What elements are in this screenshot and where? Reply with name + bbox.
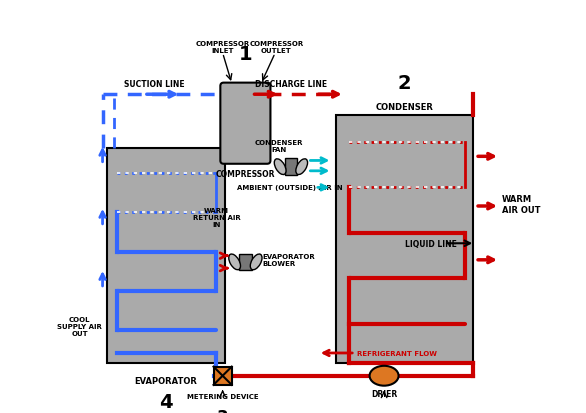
Text: COMPRESSOR: COMPRESSOR bbox=[216, 169, 275, 178]
Ellipse shape bbox=[296, 159, 308, 175]
Text: REFRIGERANT FLOW: REFRIGERANT FLOW bbox=[357, 350, 437, 356]
Bar bbox=[239, 254, 251, 271]
Text: COMPRESSOR
INLET: COMPRESSOR INLET bbox=[196, 41, 250, 54]
Text: METERING DEVICE: METERING DEVICE bbox=[187, 393, 258, 399]
Text: LIQUID LINE: LIQUID LINE bbox=[405, 239, 456, 248]
Ellipse shape bbox=[370, 366, 398, 386]
Bar bbox=[213, 367, 231, 385]
Text: COOL
SUPPLY AIR
OUT: COOL SUPPLY AIR OUT bbox=[57, 316, 102, 336]
Text: 3: 3 bbox=[217, 408, 229, 413]
Text: DISCHARGE LINE: DISCHARGE LINE bbox=[255, 80, 327, 89]
Text: 4: 4 bbox=[159, 392, 172, 411]
Text: SUCTION LINE: SUCTION LINE bbox=[124, 80, 185, 89]
Text: WARM
RETURN AIR
IN: WARM RETURN AIR IN bbox=[193, 207, 240, 227]
Bar bbox=[336, 116, 473, 363]
Text: WARM
AIR OUT: WARM AIR OUT bbox=[502, 195, 540, 214]
FancyBboxPatch shape bbox=[220, 83, 270, 164]
Ellipse shape bbox=[229, 254, 240, 270]
Text: AMBIENT (OUTSIDE) AIR IN: AMBIENT (OUTSIDE) AIR IN bbox=[237, 185, 343, 191]
Bar bbox=[285, 159, 297, 176]
Text: CONDENSER: CONDENSER bbox=[376, 102, 434, 112]
Ellipse shape bbox=[250, 254, 262, 270]
Text: EVAPORATOR: EVAPORATOR bbox=[134, 376, 197, 385]
Ellipse shape bbox=[274, 159, 286, 175]
Text: CONDENSER
FAN: CONDENSER FAN bbox=[254, 140, 303, 153]
Text: COMPRESSOR
OUTLET: COMPRESSOR OUTLET bbox=[249, 41, 304, 54]
Text: 2: 2 bbox=[398, 74, 411, 93]
Text: 1: 1 bbox=[239, 45, 252, 64]
Text: EVAPORATOR
BLOWER: EVAPORATOR BLOWER bbox=[262, 254, 315, 267]
Bar bbox=[107, 149, 224, 363]
Text: DRIER: DRIER bbox=[371, 389, 397, 398]
